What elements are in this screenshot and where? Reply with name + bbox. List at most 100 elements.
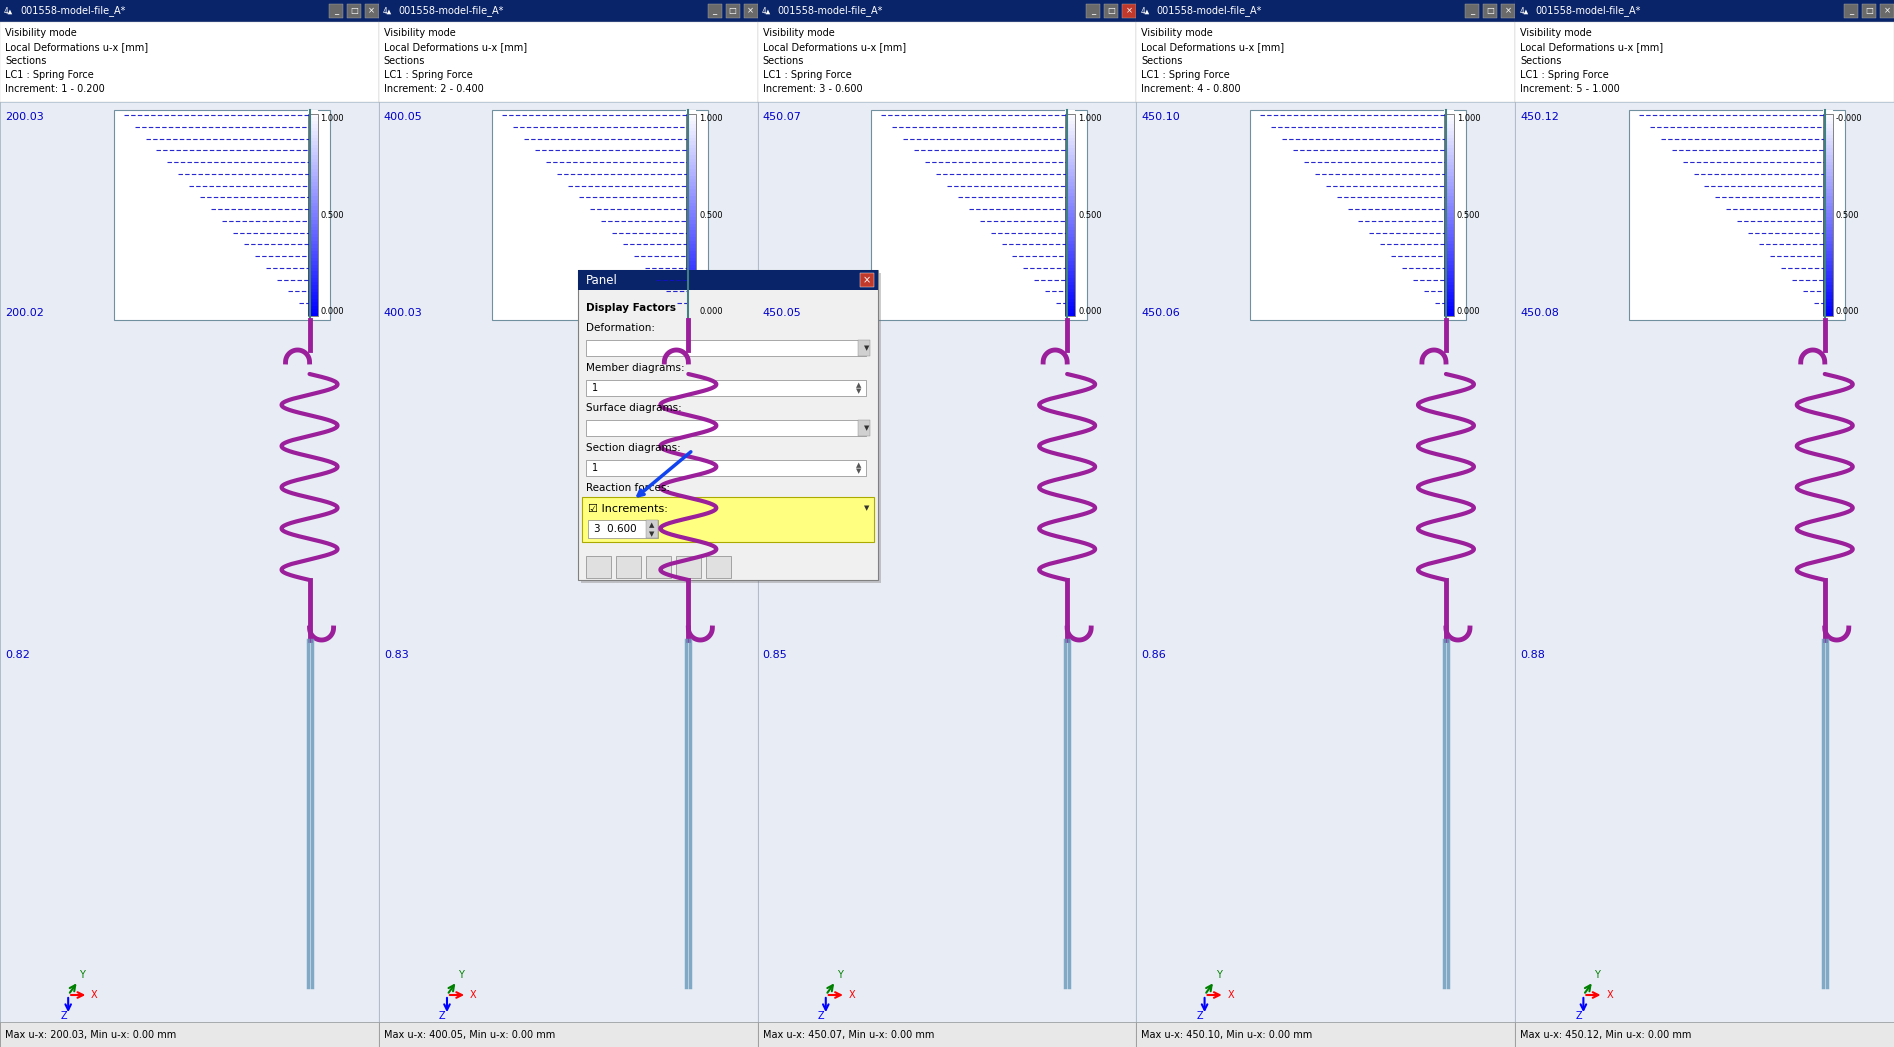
Text: 1.000: 1.000 — [699, 114, 724, 122]
Bar — [1822, 165, 1833, 169]
Bar — [1822, 258, 1833, 261]
Bar — [307, 199, 318, 203]
Bar — [1822, 282, 1833, 285]
Bar — [1822, 155, 1833, 158]
Bar — [307, 169, 318, 172]
Bar — [1064, 268, 1076, 271]
Bar — [758, 0, 1136, 22]
Bar — [1443, 124, 1455, 128]
Text: X: X — [470, 990, 477, 1000]
Bar — [686, 302, 697, 306]
Bar — [1822, 213, 1833, 217]
Bar — [1064, 244, 1076, 247]
Bar — [307, 117, 318, 120]
Bar — [1443, 237, 1455, 241]
Bar — [379, 0, 758, 1047]
Bar — [758, 22, 1136, 102]
Bar — [1064, 155, 1076, 158]
Bar — [1822, 302, 1833, 306]
Text: LC1 : Spring Force: LC1 : Spring Force — [1521, 70, 1608, 80]
Bar — [1443, 250, 1455, 254]
Bar — [686, 250, 697, 254]
Bar — [1822, 247, 1833, 251]
Bar — [1064, 196, 1076, 200]
Bar — [1822, 209, 1833, 214]
Bar — [706, 556, 731, 578]
Bar — [686, 134, 697, 138]
Bar — [492, 110, 708, 320]
Bar — [307, 213, 318, 217]
Text: LC1 : Spring Force: LC1 : Spring Force — [6, 70, 93, 80]
Bar — [1064, 110, 1076, 114]
Bar — [1822, 179, 1833, 182]
Text: 4▲: 4▲ — [1140, 6, 1150, 16]
Bar — [307, 110, 318, 114]
Bar — [1822, 271, 1833, 275]
Bar — [1064, 285, 1076, 289]
Text: 0.500: 0.500 — [1835, 210, 1860, 220]
Bar — [676, 556, 701, 578]
Bar — [1443, 158, 1455, 162]
Text: ×: × — [1125, 6, 1133, 16]
Bar — [1443, 185, 1455, 190]
Bar — [1822, 220, 1833, 224]
Bar — [1822, 230, 1833, 233]
Bar — [1443, 264, 1455, 268]
Text: LC1 : Spring Force: LC1 : Spring Force — [384, 70, 472, 80]
Text: 0.000: 0.000 — [699, 307, 724, 316]
Bar — [686, 158, 697, 162]
Bar — [307, 120, 318, 125]
Bar — [379, 1022, 758, 1047]
Bar — [686, 113, 697, 117]
Bar — [307, 261, 318, 265]
Bar — [1443, 285, 1455, 289]
Bar — [686, 206, 697, 209]
Bar — [1483, 4, 1496, 18]
Text: ▼: ▼ — [856, 388, 862, 394]
Bar — [686, 288, 697, 292]
Text: Local Deformations u-x [mm]: Local Deformations u-x [mm] — [763, 42, 905, 52]
Text: 3  0.600: 3 0.600 — [595, 524, 636, 534]
Bar — [1443, 120, 1455, 125]
Bar — [1443, 261, 1455, 265]
Bar — [1822, 277, 1833, 282]
Bar — [1443, 179, 1455, 182]
Text: _: _ — [712, 6, 716, 16]
Bar — [725, 4, 739, 18]
Bar — [1822, 134, 1833, 138]
Text: Display Factors: Display Factors — [585, 303, 676, 313]
Bar — [686, 151, 697, 155]
Bar — [686, 240, 697, 244]
Text: _: _ — [1849, 6, 1852, 16]
Bar — [1064, 264, 1076, 268]
Bar — [1443, 199, 1455, 203]
Text: ▼: ▼ — [856, 468, 862, 474]
Bar — [1443, 188, 1455, 193]
Text: Max u-x: 450.10, Min u-x: 0.00 mm: Max u-x: 450.10, Min u-x: 0.00 mm — [1142, 1030, 1313, 1040]
Bar — [686, 137, 697, 141]
Bar — [307, 282, 318, 285]
Bar — [686, 217, 697, 220]
Bar — [587, 520, 657, 538]
Bar — [858, 340, 869, 356]
Bar — [1064, 148, 1076, 152]
Bar — [686, 128, 697, 131]
Bar — [1064, 250, 1076, 254]
Bar — [686, 292, 697, 295]
Bar — [1064, 141, 1076, 144]
Text: 450.06: 450.06 — [1142, 308, 1180, 318]
Bar — [1443, 298, 1455, 303]
Text: Visibility mode: Visibility mode — [763, 28, 835, 38]
Bar — [1443, 288, 1455, 292]
Bar — [307, 230, 318, 233]
Bar — [1443, 151, 1455, 155]
Bar — [1064, 274, 1076, 279]
Text: Sections: Sections — [763, 55, 803, 66]
Text: Visibility mode: Visibility mode — [1521, 28, 1593, 38]
Bar — [686, 148, 697, 152]
Bar — [1822, 158, 1833, 162]
Bar — [1822, 217, 1833, 220]
Bar — [1822, 268, 1833, 271]
Bar — [1822, 226, 1833, 230]
Bar — [686, 120, 697, 125]
